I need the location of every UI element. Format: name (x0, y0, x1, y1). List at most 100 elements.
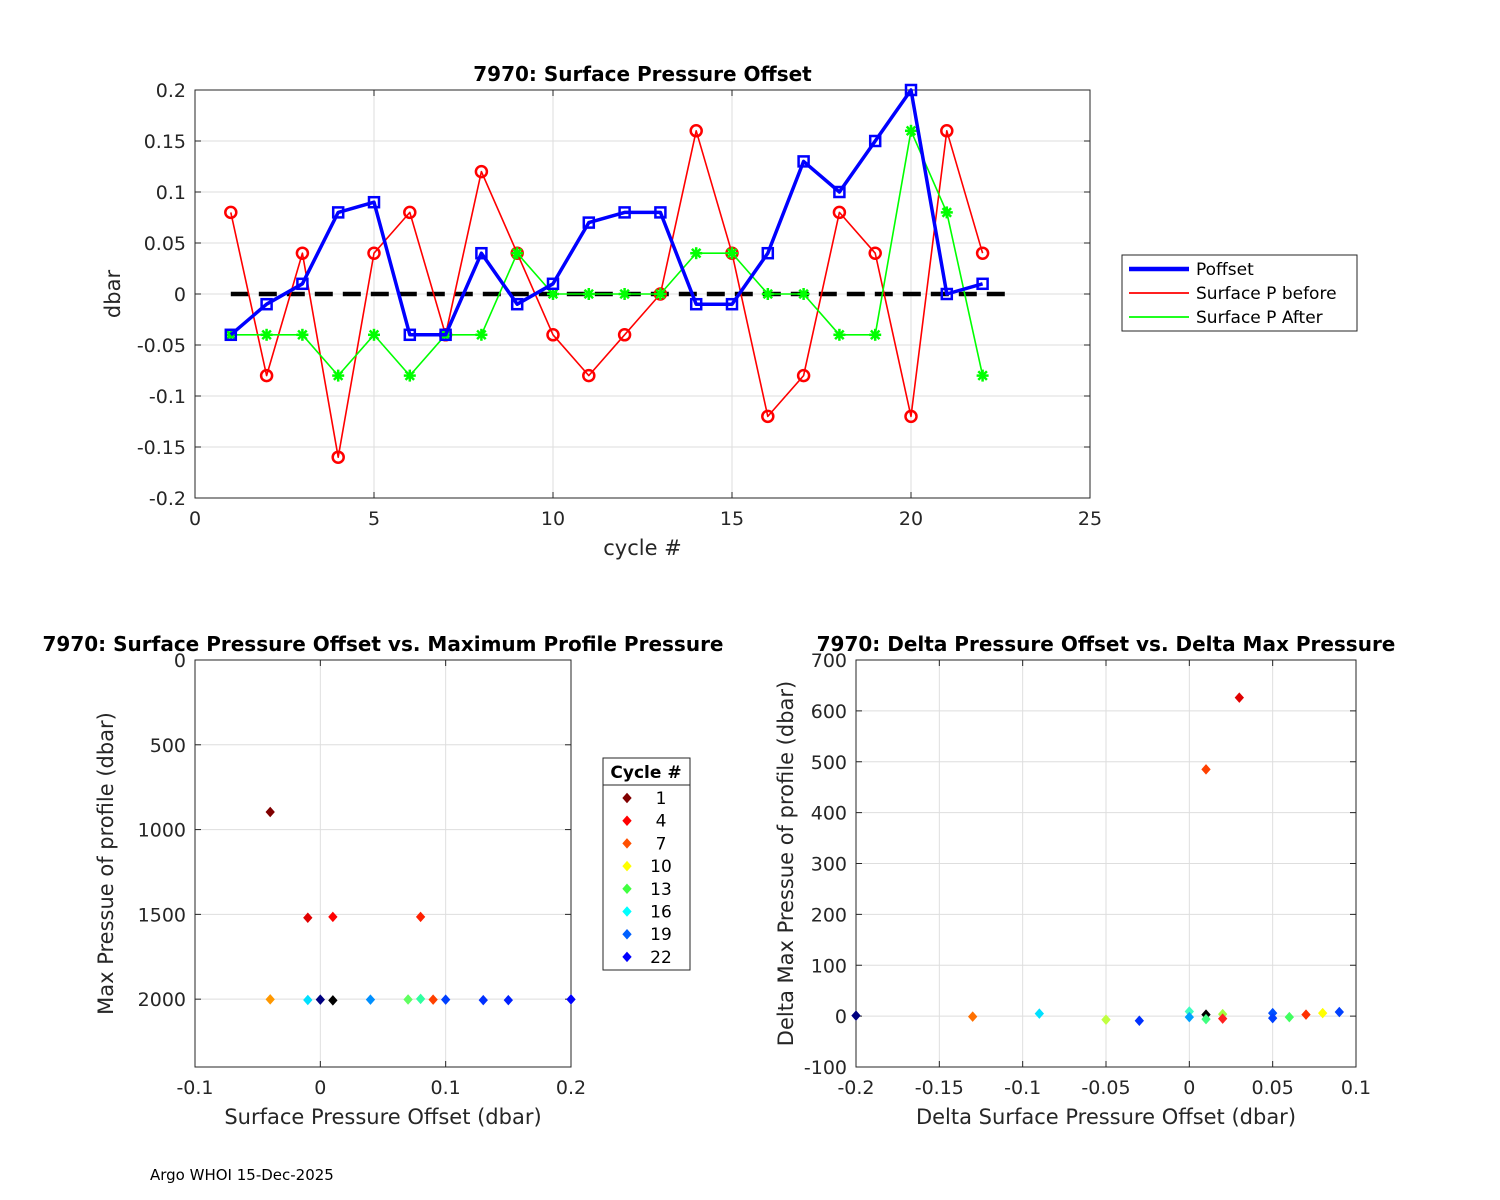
data-point-surface-p-after (761, 288, 774, 300)
asterisk-stroke (547, 288, 559, 300)
data-point-surface-p-before (940, 124, 954, 138)
delta-chart-ytick-label: -100 (804, 1057, 847, 1079)
data-point-poffset (510, 297, 524, 311)
data-point-surface-p-after (905, 124, 917, 137)
scatter-point-cycle (415, 911, 426, 923)
offset-chart-ytick-label: 0.05 (144, 233, 186, 255)
delta-chart-ytick-label: 700 (811, 650, 847, 672)
data-point-surface-p-after (582, 288, 595, 300)
offset-chart-ytick-label: 0.1 (156, 182, 186, 204)
data-point-surface-p-before (904, 409, 918, 424)
data-point-surface-p-after (797, 288, 810, 300)
delta-chart-ytick-label: 500 (811, 752, 847, 774)
data-point-surface-p-after (940, 206, 953, 219)
series-line-surface-p-after (230, 130, 984, 377)
data-point-surface-p-before (975, 246, 990, 260)
data-point-surface-p-before (403, 205, 417, 220)
scatter-point-cycle (328, 995, 338, 1006)
offset-chart-ytick-label: 0.15 (144, 131, 186, 153)
data-point-surface-p-before (546, 328, 560, 342)
data-point-poffset (904, 83, 918, 97)
legend-marker (622, 792, 632, 804)
maxp-chart-frame (194, 659, 572, 1068)
scatter-point-cycle (415, 993, 426, 1005)
asterisk-stroke (512, 248, 523, 259)
data-point-surface-p-after (976, 369, 989, 382)
data-point-poffset (582, 216, 596, 229)
legend-marker (622, 951, 632, 963)
offset-chart-ytick-label: 0 (174, 284, 186, 306)
data-point-poffset (260, 297, 273, 311)
data-point-surface-p-before (868, 246, 882, 260)
data-point-poffset (439, 328, 452, 342)
scatter-point-delta (1318, 1007, 1328, 1019)
data-point-surface-p-after (296, 328, 309, 341)
offset-chart-xtick-label: 20 (899, 508, 923, 530)
delta-chart-xtick-label: 0.1 (1341, 1077, 1371, 1099)
data-point-surface-p-after (403, 369, 416, 382)
asterisk-stroke (261, 329, 272, 340)
asterisk-stroke (726, 248, 738, 259)
scatter-point-delta (1201, 764, 1211, 775)
legend-label: 13 (650, 880, 672, 900)
scatter-point-delta (1334, 1006, 1344, 1018)
data-point-surface-p-after (833, 328, 846, 341)
data-point-poffset (976, 277, 989, 291)
delta-chart-xtick-label: 0 (1183, 1077, 1195, 1099)
data-point-surface-p-before (689, 124, 703, 138)
data-point-surface-p-before (796, 368, 811, 383)
scatter-point-delta (1101, 1014, 1111, 1025)
maxp-chart-xlabel: Surface Pressure Offset (dbar) (224, 1105, 541, 1129)
scatter-point-delta (967, 1011, 978, 1022)
asterisk-stroke (798, 288, 809, 300)
scatter-point-cycle (265, 806, 275, 818)
data-point-surface-p-after (690, 247, 703, 260)
data-point-poffset (331, 206, 345, 219)
offset-chart-axes: 0 5 10 15 20 25 -0.2 -0.15 -0.1 -0.05 0 0.05 0.1 0.15… (101, 62, 1102, 560)
scatter-point-delta (1218, 1013, 1228, 1024)
legend-label: 16 (650, 903, 672, 923)
legend-title: Cycle # (610, 763, 681, 783)
maxp-chart-xtick-label: 0.2 (556, 1077, 586, 1099)
scatter-point-delta (1034, 1008, 1044, 1019)
offset-chart-ytick-label: -0.15 (137, 437, 186, 459)
legend-label: 7 (656, 834, 667, 854)
asterisk-stroke (905, 125, 917, 136)
scatter-point-delta (1134, 1015, 1144, 1026)
scatter-point-cycle (328, 911, 338, 923)
asterisk-stroke (977, 370, 988, 381)
scatter-point-cycle (315, 994, 326, 1005)
maxp-chart-ylabel: Max Pressue of profile (dbar) (94, 712, 118, 1015)
data-point-surface-p-before (617, 328, 632, 342)
offset-chart-title: 7970: Surface Pressure Offset (473, 62, 812, 86)
delta-chart-xtick-label: -0.15 (915, 1077, 964, 1099)
scatter-point-cycle (478, 994, 488, 1006)
offset-chart-xlabel: cycle # (603, 536, 682, 560)
scatter-point-cycle (403, 994, 413, 1005)
data-point-poffset (654, 206, 667, 219)
data-point-surface-p-after (869, 328, 882, 341)
data-point-surface-p-before (761, 409, 775, 424)
offset-chart-ylabel: dbar (101, 270, 125, 319)
asterisk-stroke (476, 329, 487, 340)
data-point-poffset (224, 328, 238, 342)
offset-chart-xtick-label: 10 (541, 508, 565, 530)
legend-label: Surface P After (1196, 308, 1323, 328)
data-point-poffset (725, 297, 739, 311)
legend-marker (622, 838, 632, 849)
delta-chart-ytick-label: 600 (811, 701, 847, 723)
scatter-point-delta (851, 1010, 861, 1021)
scatter-point-cycle (428, 994, 438, 1005)
delta-chart-ytick-label: 100 (811, 955, 847, 977)
data-point-poffset (367, 195, 381, 209)
legend-label: 10 (650, 857, 672, 877)
data-point-surface-p-after (260, 328, 273, 341)
legend-marker (622, 928, 632, 940)
scatter-point-cycle (303, 994, 313, 1006)
legend-label: Surface P before (1196, 284, 1337, 304)
scatter-point-cycle (566, 994, 576, 1005)
data-point-surface-p-before (224, 205, 238, 220)
data-point-poffset (797, 155, 810, 168)
